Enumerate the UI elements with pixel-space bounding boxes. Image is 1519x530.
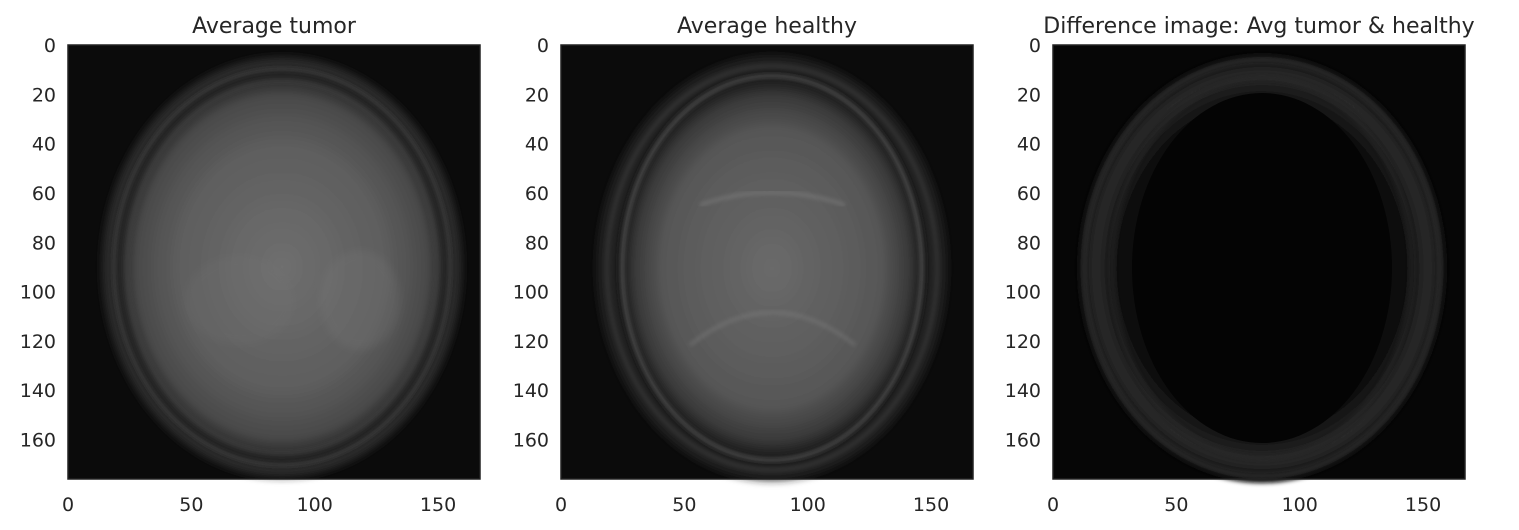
axes-frame xyxy=(1052,44,1466,480)
y-axis: 0 20 40 60 80 100 120 140 160 xyxy=(1005,35,1041,452)
axes-frame xyxy=(560,44,974,480)
x-tick-label: 100 xyxy=(297,494,333,516)
y-tick-label: 160 xyxy=(513,430,549,452)
y-tick-label: 100 xyxy=(513,282,549,304)
brain-scan-tumor-image xyxy=(102,57,462,477)
axes-frame xyxy=(67,44,481,480)
x-tick-label: 50 xyxy=(672,494,696,516)
y-tick-label: 160 xyxy=(20,430,56,452)
brain-scan-healthy-image xyxy=(597,56,947,480)
x-tick-label: 50 xyxy=(179,494,203,516)
x-axis: 0 50 100 150 xyxy=(555,494,949,516)
x-tick-label: 50 xyxy=(1164,494,1188,516)
y-tick-label: 20 xyxy=(1017,84,1041,106)
x-tick-label: 0 xyxy=(1047,494,1059,516)
y-tick-label: 0 xyxy=(1029,35,1041,57)
x-axis: 0 50 100 150 xyxy=(1047,494,1441,516)
x-tick-label: 100 xyxy=(1282,494,1318,516)
y-tick-label: 100 xyxy=(1005,282,1041,304)
y-tick-label: 0 xyxy=(537,35,549,57)
y-axis: 0 20 40 60 80 100 120 140 160 xyxy=(20,35,56,452)
y-tick-label: 60 xyxy=(1017,183,1041,205)
y-tick-label: 40 xyxy=(1017,134,1041,156)
panel-title: Average tumor xyxy=(192,14,357,39)
y-tick-label: 120 xyxy=(513,331,549,353)
x-tick-label: 150 xyxy=(420,494,456,516)
y-tick-label: 80 xyxy=(525,232,549,254)
panel-average-tumor: Average tumor 0 20 40 60 80 100 120 140 160 0 50 1… xyxy=(20,14,481,516)
x-tick-label: 0 xyxy=(62,494,74,516)
y-tick-label: 40 xyxy=(32,134,56,156)
panel-difference-image: Difference image: Avg tumor & healthy 0 2… xyxy=(1005,14,1475,516)
x-tick-label: 150 xyxy=(1405,494,1441,516)
y-tick-label: 160 xyxy=(1005,430,1041,452)
y-tick-label: 80 xyxy=(1017,232,1041,254)
x-tick-label: 150 xyxy=(913,494,949,516)
y-tick-label: 80 xyxy=(32,232,56,254)
y-axis: 0 20 40 60 80 100 120 140 160 xyxy=(513,35,549,452)
panel-average-healthy: Average healthy 0 20 40 60 80 100 120 140 160 0 5… xyxy=(513,14,974,516)
difference-brain-image xyxy=(1077,53,1447,483)
y-tick-label: 100 xyxy=(20,282,56,304)
y-tick-label: 140 xyxy=(513,380,549,402)
y-tick-label: 40 xyxy=(525,134,549,156)
y-tick-label: 120 xyxy=(1005,331,1041,353)
x-tick-label: 100 xyxy=(790,494,826,516)
y-tick-label: 20 xyxy=(525,84,549,106)
panel-title: Average healthy xyxy=(677,14,857,39)
x-tick-label: 0 xyxy=(555,494,567,516)
y-tick-label: 0 xyxy=(44,35,56,57)
y-tick-label: 60 xyxy=(32,183,56,205)
y-tick-label: 60 xyxy=(525,183,549,205)
y-tick-label: 140 xyxy=(20,380,56,402)
y-tick-label: 140 xyxy=(1005,380,1041,402)
y-tick-label: 20 xyxy=(32,84,56,106)
y-tick-label: 120 xyxy=(20,331,56,353)
panel-title: Difference image: Avg tumor & healthy xyxy=(1043,14,1474,39)
x-axis: 0 50 100 150 xyxy=(62,494,456,516)
